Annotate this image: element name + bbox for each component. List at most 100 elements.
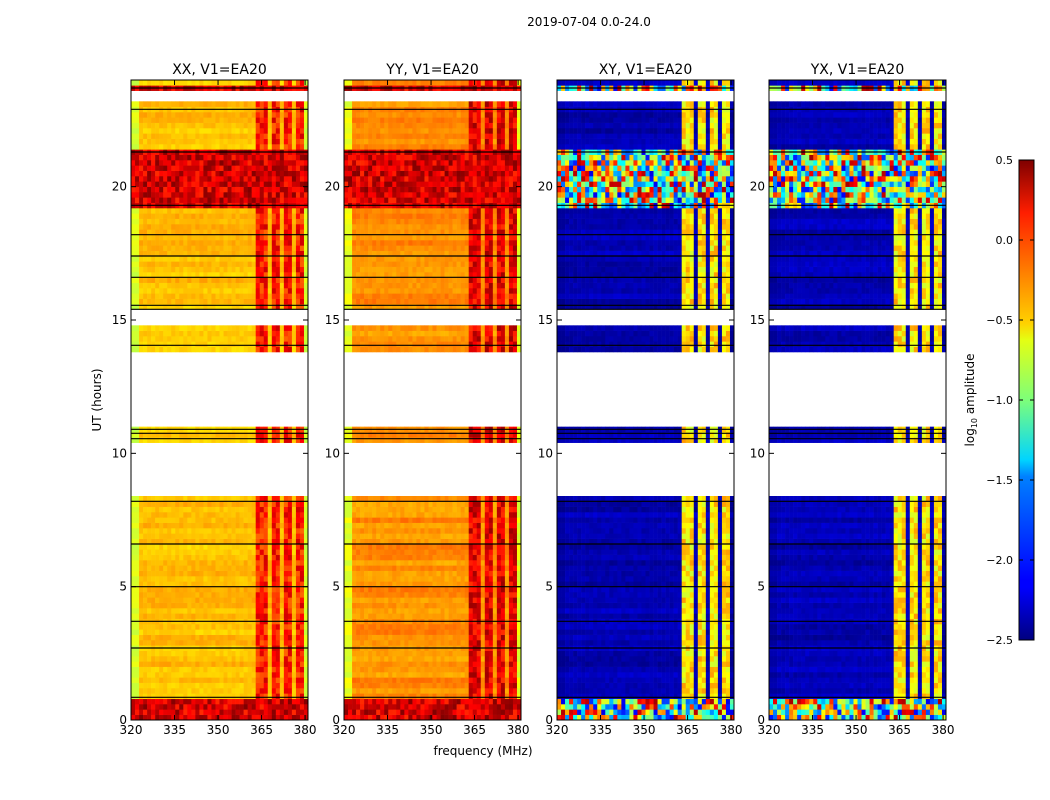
heatmap-cell — [303, 277, 309, 283]
heatmap-cell — [131, 293, 136, 299]
heatmap-cell — [211, 634, 216, 641]
heatmap-cell — [163, 144, 168, 150]
heatmap-cell — [175, 592, 180, 598]
heatmap-cell — [147, 640, 152, 646]
heatmap-cell — [263, 506, 269, 513]
heatmap-cell — [227, 341, 232, 347]
heatmap-cell — [279, 304, 285, 310]
heatmap-cell — [163, 192, 168, 198]
heatmap-cell — [436, 704, 441, 710]
heatmap-cell — [372, 693, 377, 699]
heatmap-cell — [183, 682, 188, 689]
heatmap-cell — [167, 245, 172, 251]
heatmap-cell — [143, 197, 148, 203]
heatmap-cell — [223, 496, 228, 502]
heatmap-cell — [275, 261, 281, 267]
heatmap-cell — [267, 346, 273, 353]
heatmap-cell — [255, 128, 261, 134]
heatmap-cell — [275, 112, 281, 118]
heatmap-cell — [191, 672, 196, 678]
heatmap-cell — [135, 170, 140, 177]
heatmap-cell — [143, 576, 148, 582]
heatmap-cell — [251, 512, 256, 518]
heatmap-cell — [223, 213, 228, 219]
heatmap-cell — [131, 512, 136, 518]
heatmap-cell — [287, 330, 293, 337]
heatmap-cell — [263, 138, 269, 145]
heatmap-cell — [167, 122, 172, 129]
heatmap-cell — [143, 565, 148, 571]
heatmap-cell — [183, 522, 188, 529]
heatmap-cell — [167, 533, 172, 539]
heatmap-cell — [175, 293, 180, 299]
heatmap-cell — [271, 213, 277, 219]
heatmap-cell — [135, 576, 140, 582]
heatmap-cell — [356, 666, 361, 673]
heatmap-cell — [247, 325, 252, 331]
heatmap-cell — [267, 282, 273, 289]
heatmap-cell — [151, 682, 156, 689]
heatmap-cell — [223, 693, 228, 699]
heatmap-cell — [139, 293, 144, 299]
heatmap-cell — [147, 208, 152, 214]
heatmap-cell — [191, 554, 196, 561]
heatmap-cell — [416, 672, 421, 678]
heatmap-cell — [243, 624, 248, 630]
heatmap-cell — [384, 661, 389, 667]
heatmap-cell — [143, 656, 148, 662]
heatmap-cell — [131, 128, 136, 134]
heatmap-cell — [131, 640, 136, 646]
heatmap-cell — [215, 538, 220, 545]
heatmap-cell — [199, 272, 204, 278]
heatmap-cell — [235, 549, 240, 555]
heatmap-cell — [303, 682, 309, 689]
heatmap-cell — [219, 261, 224, 267]
heatmap-cell — [179, 218, 184, 225]
heatmap-cell — [211, 154, 216, 161]
heatmap-cell — [215, 208, 220, 214]
heatmap-cell — [500, 688, 506, 694]
heatmap-cell — [484, 634, 490, 641]
heatmap-cell — [291, 528, 297, 534]
heatmap-cell — [404, 608, 409, 614]
heatmap-cell — [376, 640, 381, 646]
heatmap-cell — [155, 282, 160, 289]
heatmap-cell — [171, 597, 176, 603]
heatmap-cell — [259, 437, 265, 443]
heatmap-cell — [151, 554, 156, 561]
heatmap-cell — [283, 122, 289, 129]
heatmap-cell — [231, 538, 236, 545]
heatmap-cell — [504, 650, 510, 657]
heatmap-cell — [163, 522, 168, 529]
heatmap-cell — [159, 245, 164, 251]
heatmap-cell — [183, 272, 188, 278]
heatmap-cell — [199, 602, 204, 609]
heatmap-cell — [267, 672, 273, 678]
heatmap-cell — [291, 597, 297, 603]
heatmap-cell — [199, 224, 204, 230]
heatmap-cell — [163, 666, 168, 673]
heatmap-cell — [167, 581, 172, 587]
heatmap-cell — [267, 192, 273, 198]
heatmap-cell — [171, 517, 176, 523]
heatmap-cell — [143, 122, 148, 129]
heatmap-cell — [263, 528, 269, 534]
heatmap-cell — [384, 613, 389, 619]
heatmap-cell — [468, 714, 474, 721]
heatmap-cell — [348, 714, 353, 721]
heatmap-cell — [492, 608, 498, 614]
heatmap-cell — [452, 704, 457, 710]
heatmap-cell — [255, 682, 261, 689]
heatmap-cell — [227, 176, 232, 182]
heatmap-cell — [283, 250, 289, 257]
heatmap-cell — [468, 709, 474, 715]
heatmap-cell — [199, 533, 204, 539]
heatmap-cell — [131, 192, 136, 198]
heatmap-cell — [163, 432, 168, 438]
heatmap-cell — [195, 192, 200, 198]
heatmap-cell — [372, 640, 377, 646]
heatmap-cell — [223, 224, 228, 230]
heatmap-cell — [295, 597, 301, 603]
heatmap-cell — [151, 208, 156, 214]
heatmap-cell — [211, 250, 216, 257]
